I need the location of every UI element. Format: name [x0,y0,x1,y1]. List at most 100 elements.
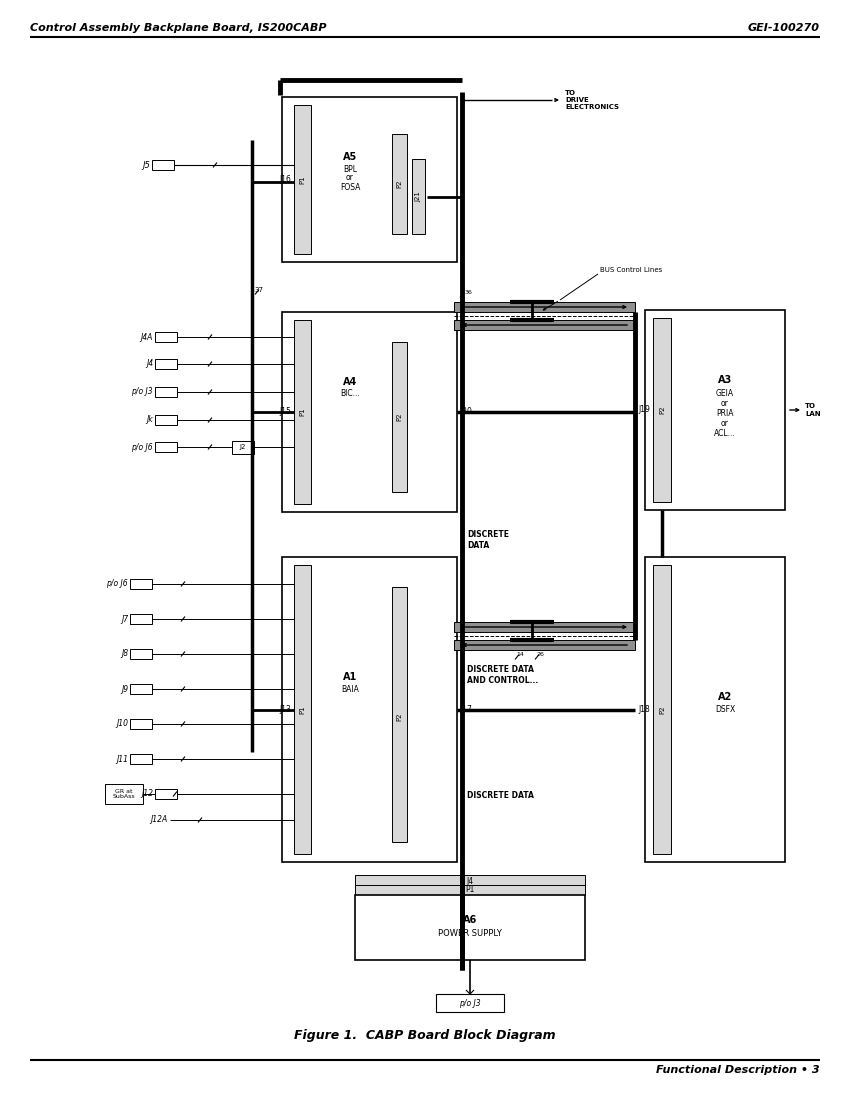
Text: J12A: J12A [150,815,167,825]
Text: DISCRETE DATA: DISCRETE DATA [467,791,534,800]
Text: DSFX: DSFX [715,705,735,715]
Text: Functional Description • 3: Functional Description • 3 [656,1065,820,1075]
Text: or: or [721,418,729,428]
Text: J16: J16 [279,176,291,185]
Bar [130,614,152,624]
Text: P2: P2 [396,713,402,722]
Text: p/o J6: p/o J6 [106,580,128,588]
Text: J11: J11 [116,755,128,763]
Bar [130,649,152,659]
Text: J9: J9 [121,684,128,693]
Text: J8: J8 [121,649,128,659]
Text: BUS Control Lines: BUS Control Lines [600,267,662,273]
Bar [454,640,635,650]
Text: P1: P1 [299,176,305,185]
Text: TO
LAN: TO LAN [805,404,820,417]
Text: J21: J21 [415,191,421,202]
Text: J10: J10 [116,719,128,728]
Text: or: or [346,174,354,183]
Text: 14: 14 [516,652,524,658]
Text: POWER SUPPLY: POWER SUPPLY [438,928,502,937]
Text: p/o J3: p/o J3 [459,999,481,1008]
Bar [653,565,671,854]
Bar [152,160,174,170]
Text: 37: 37 [254,287,263,293]
Text: GEI-100270: GEI-100270 [748,23,820,33]
Text: BAIA: BAIA [341,684,359,693]
Text: Figure 1.  CABP Board Block Diagram: Figure 1. CABP Board Block Diagram [294,1028,556,1042]
Bar [454,302,635,312]
Bar [130,579,152,588]
Text: J20: J20 [460,407,472,417]
Text: P1: P1 [299,408,305,416]
Bar [130,684,152,694]
Text: GEIA: GEIA [716,388,734,397]
Text: J17: J17 [460,705,472,715]
Bar [294,104,311,254]
Text: J13: J13 [279,705,291,715]
Bar [294,320,311,504]
Text: BIC...: BIC... [340,389,360,398]
Bar [155,789,177,799]
Bar [155,442,177,452]
Text: A6: A6 [463,915,477,925]
Text: P2: P2 [396,179,402,188]
Bar [392,134,407,234]
Text: 26: 26 [536,652,544,658]
Bar [282,97,457,262]
Text: p/o J6: p/o J6 [132,442,153,451]
Text: A1: A1 [343,672,357,682]
Text: J4: J4 [467,877,473,886]
Text: GR at
SubAss: GR at SubAss [113,789,135,800]
Text: p/o J3: p/o J3 [132,387,153,396]
Text: P2: P2 [659,706,665,714]
Bar [645,557,785,862]
Bar [105,784,143,804]
Bar [294,565,311,854]
Bar [454,621,635,632]
Bar [355,874,585,887]
Text: PRIA: PRIA [717,408,734,418]
Bar [355,886,585,895]
Bar [282,557,457,862]
Text: P1: P1 [465,886,474,894]
Text: A3: A3 [718,375,732,385]
Bar [645,310,785,510]
Bar [454,320,635,330]
Text: A2: A2 [718,692,732,702]
Text: J4: J4 [146,360,153,368]
Text: A5: A5 [343,152,357,162]
Bar [155,332,177,342]
Text: or: or [721,398,729,407]
Text: J18: J18 [638,705,650,715]
Bar [392,342,407,492]
Text: Control Assembly Backplane Board, IS200CABP: Control Assembly Backplane Board, IS200C… [30,23,326,33]
Text: A4: A4 [343,377,357,387]
Bar [155,387,177,397]
Text: BPL: BPL [343,165,357,174]
Text: P2: P2 [659,406,665,415]
Text: J19: J19 [638,406,650,415]
Bar [653,318,671,502]
Text: J15: J15 [279,407,291,417]
Text: J7: J7 [121,615,128,624]
Text: P1: P1 [299,706,305,714]
Bar [155,359,177,369]
Text: TO
DRIVE
ELECTRONICS: TO DRIVE ELECTRONICS [565,90,619,110]
Bar [130,719,152,729]
Text: DISCRETE
DATA: DISCRETE DATA [467,530,509,550]
Bar [282,312,457,512]
Bar [412,160,425,234]
Text: FOSA: FOSA [340,183,360,191]
Text: J4A: J4A [140,332,153,341]
Bar [392,587,407,842]
Text: P2: P2 [396,412,402,421]
Bar [436,994,504,1012]
Bar [155,415,177,425]
Text: ACL...: ACL... [714,429,736,438]
Text: J5: J5 [142,161,150,169]
Bar [130,754,152,764]
Text: Jk: Jk [146,416,153,425]
Bar [232,441,254,454]
Text: 36: 36 [465,289,473,295]
